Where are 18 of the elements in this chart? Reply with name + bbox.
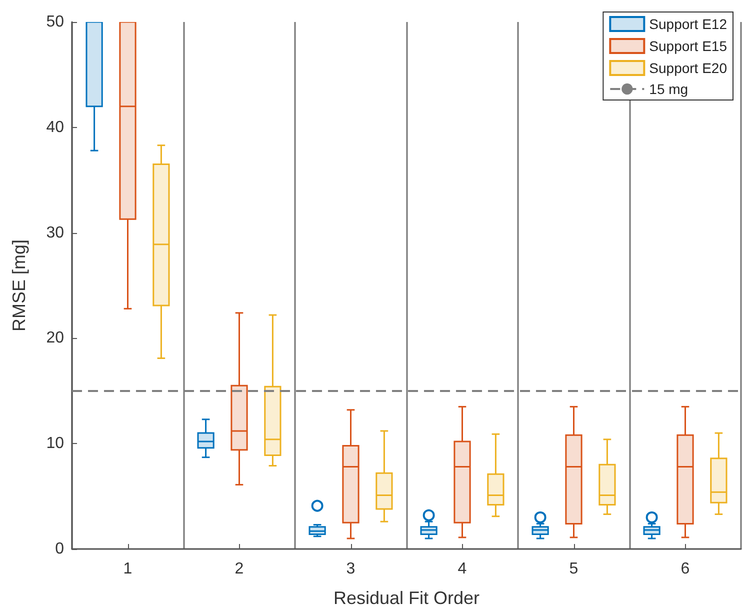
x-axis-title: Residual Fit Order [333,588,480,608]
legend-label: Support E15 [649,38,728,54]
y-axis-title: RMSE [mg] [9,239,29,332]
x-tick-label: 6 [680,560,690,578]
y-tick-label: 20 [46,330,64,347]
y-tick-label: 40 [46,118,64,136]
y-tick-label: 0 [55,540,64,558]
x-tick-label: 3 [346,560,356,578]
legend-label: 15 mg [649,81,688,97]
x-tick-label: 1 [123,560,132,578]
x-tick-label: 5 [569,560,578,578]
x-tick-label: 2 [234,560,244,578]
y-tick-label: 30 [46,224,64,242]
y-tick-label: 10 [46,435,64,452]
legend-label: Support E20 [649,60,728,76]
x-tick-label: 4 [458,560,467,578]
y-tick-label: 50 [46,14,64,30]
legend-label: Support E12 [649,16,728,32]
